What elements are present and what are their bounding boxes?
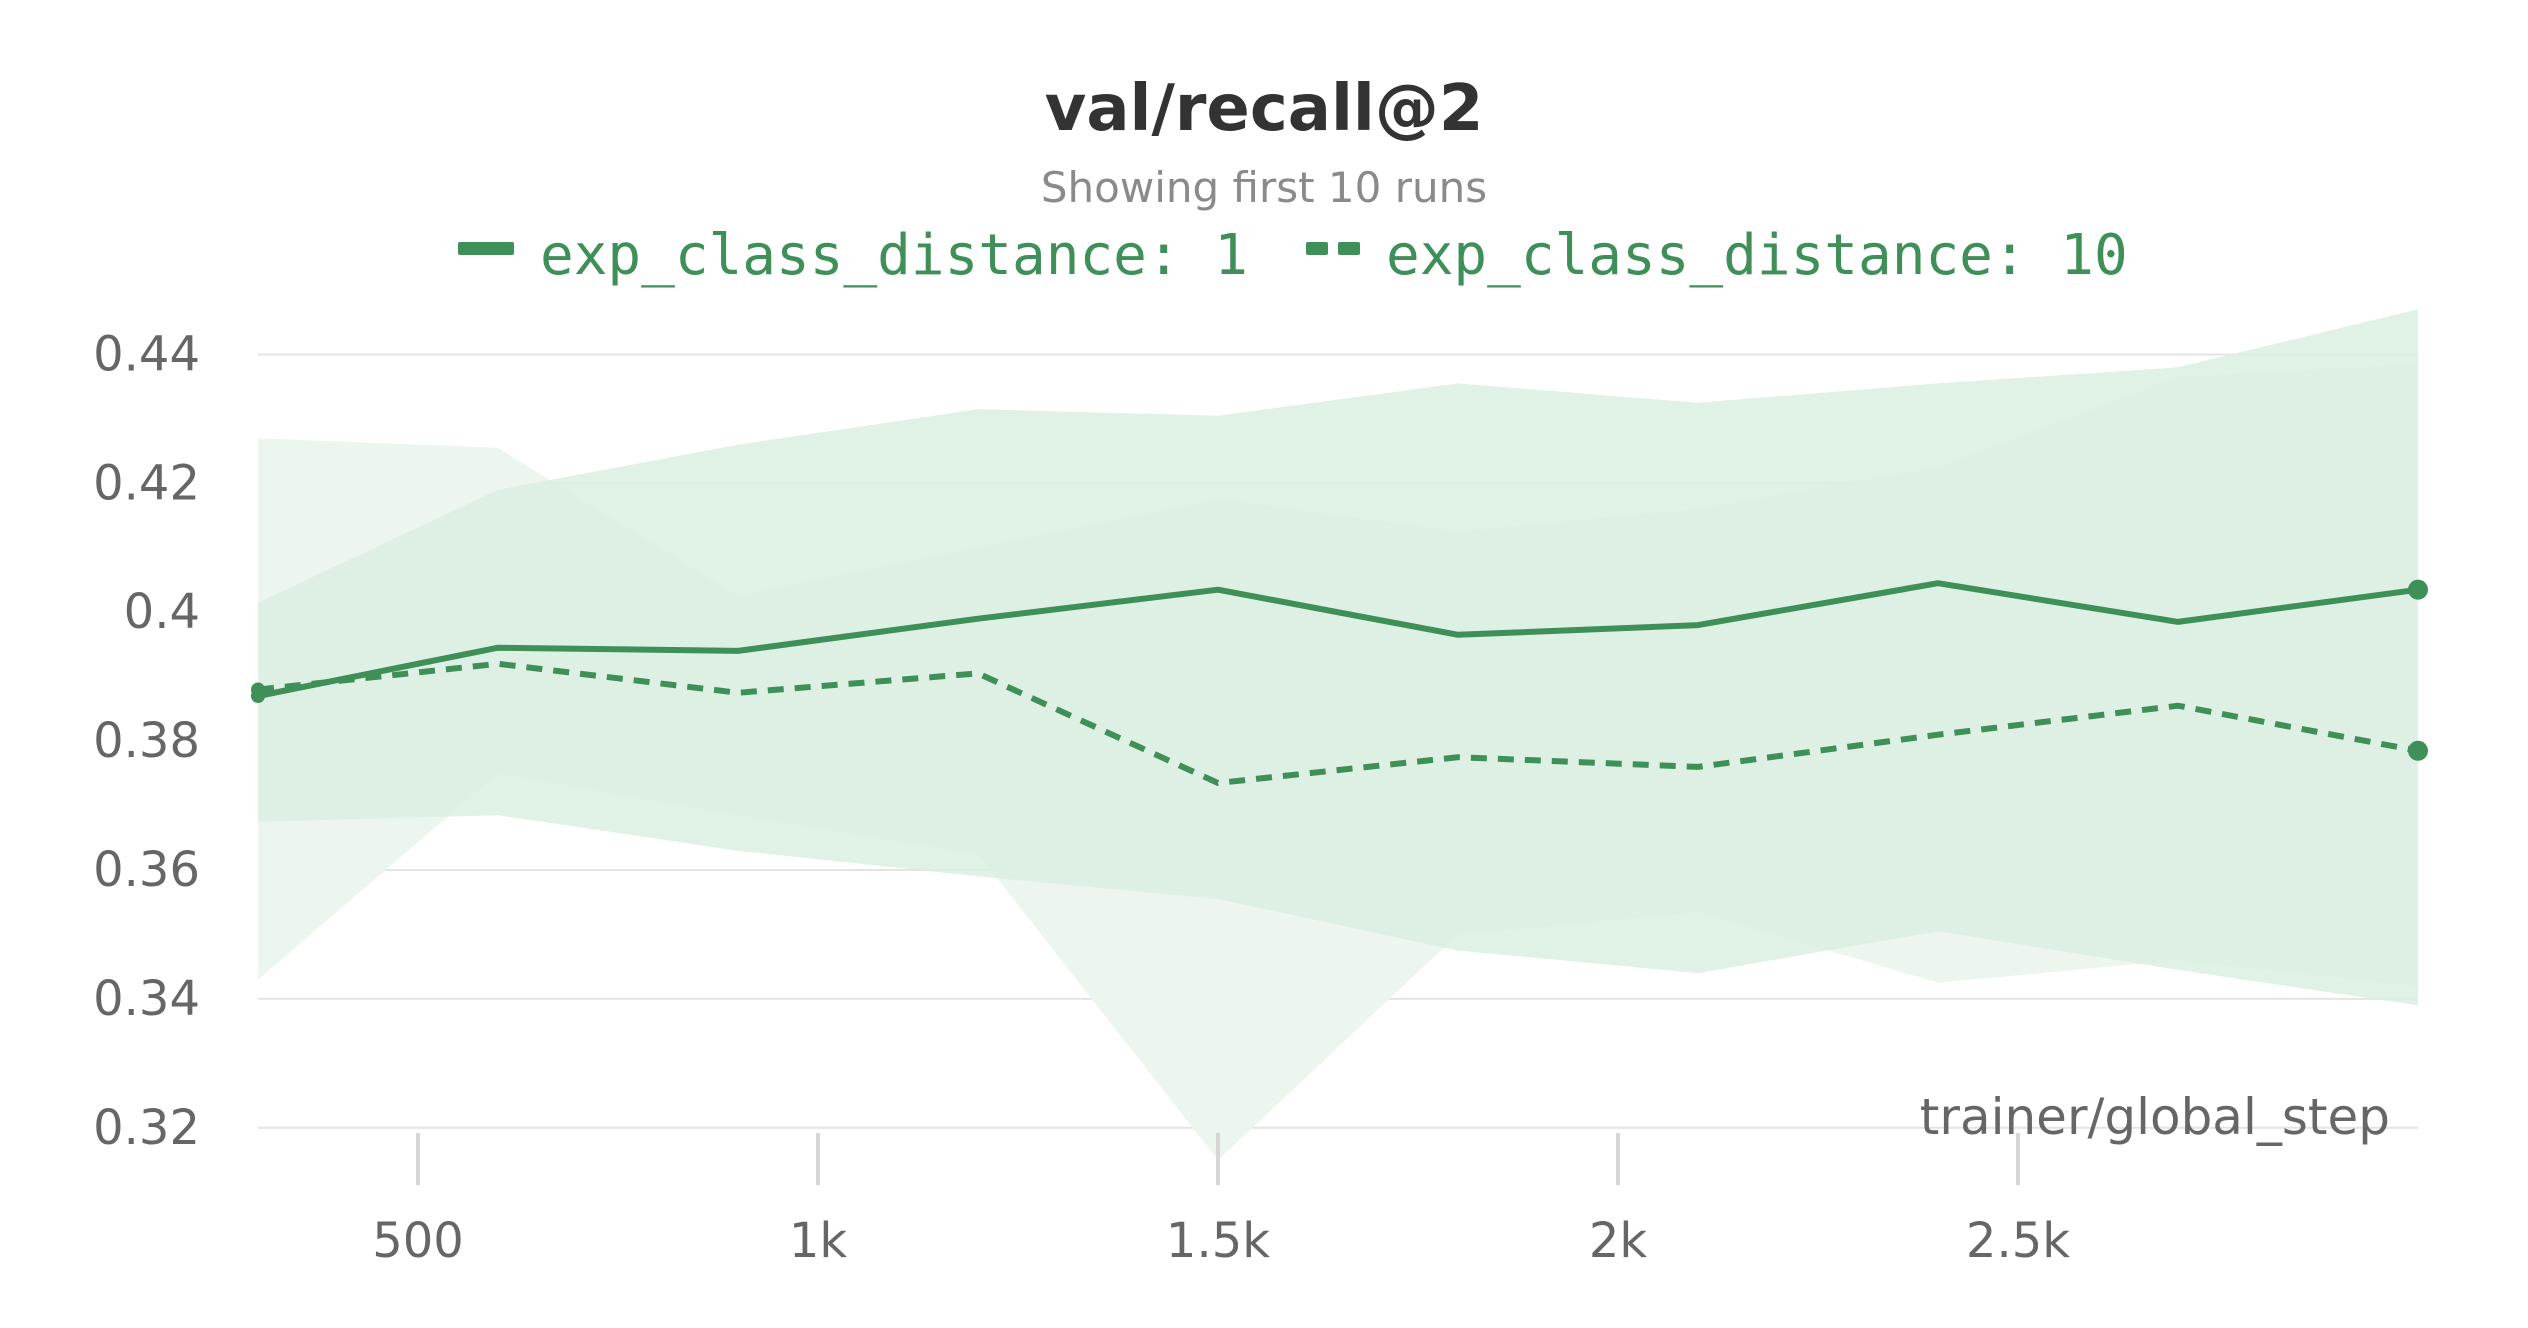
legend-label-solid: exp_class_distance: 1 xyxy=(540,223,1248,288)
band-series-solid xyxy=(258,309,2418,1006)
series-lines xyxy=(255,580,2421,786)
y-tick-label: 0.38 xyxy=(93,713,200,769)
x-axis: 500 1k 1.5k 2k 2.5k xyxy=(372,1133,2070,1269)
legend-swatch-dashed-a xyxy=(1306,242,1328,255)
y-tick-label: 0.42 xyxy=(93,455,200,511)
x-tick-label: 500 xyxy=(372,1213,464,1269)
x-tick-label: 1.5k xyxy=(1166,1213,1270,1269)
y-tick-label: 0.34 xyxy=(93,971,200,1027)
y-tick-label: 0.36 xyxy=(93,842,200,898)
y-tick-label: 0.44 xyxy=(93,326,200,382)
end-point-solid xyxy=(2408,579,2428,600)
chart-subtitle: Showing first 10 runs xyxy=(1041,163,1487,212)
x-tick-label: 2.5k xyxy=(1966,1213,2070,1269)
legend-item-dashed[interactable]: exp_class_distance: 10 xyxy=(1306,223,2128,288)
legend-label-dashed: exp_class_distance: 10 xyxy=(1386,223,2128,288)
x-axis-title: trainer/global_step xyxy=(1920,1088,2390,1146)
chart-title: val/recall@2 xyxy=(1045,72,1484,146)
y-tick-label: 0.32 xyxy=(93,1100,200,1156)
line-series-dashed xyxy=(257,660,2419,786)
legend-swatch-solid xyxy=(458,242,514,255)
line-series-solid xyxy=(255,580,2421,699)
x-tick-label: 1k xyxy=(789,1213,848,1269)
legend-swatch-dashed-b xyxy=(1338,242,1360,255)
legend: exp_class_distance: 1 exp_class_distance… xyxy=(458,223,2128,288)
series-end-points xyxy=(251,579,2428,761)
end-point-dashed xyxy=(2408,740,2428,761)
bands xyxy=(258,309,2418,1161)
x-tick-label: 2k xyxy=(1589,1213,1648,1269)
legend-item-solid[interactable]: exp_class_distance: 1 xyxy=(458,223,1248,288)
y-axis: 0.32 0.34 0.36 0.38 0.4 0.42 0.44 xyxy=(93,326,200,1155)
y-tick-label: 0.4 xyxy=(124,584,200,640)
start-point-dashed xyxy=(251,682,265,697)
